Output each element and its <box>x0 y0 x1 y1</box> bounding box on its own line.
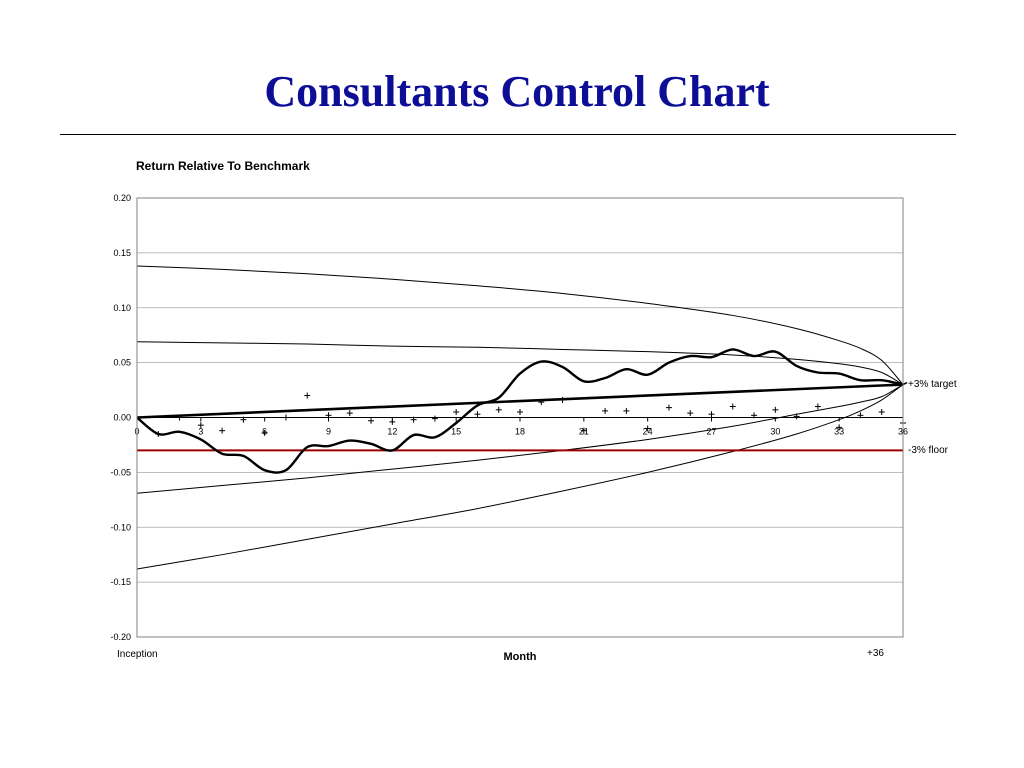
title-divider <box>60 134 956 135</box>
monthly-point <box>623 407 630 414</box>
monthly-point <box>517 409 523 416</box>
x-tick-label: 27 <box>706 427 716 437</box>
y-tick-label: 0.15 <box>113 248 131 258</box>
target-line <box>136 383 904 419</box>
reference-lines <box>136 381 908 452</box>
monthly-point <box>474 411 481 418</box>
monthly-point <box>538 399 545 406</box>
monthly-point <box>346 410 353 417</box>
monthly-point <box>368 417 375 424</box>
x-tick-label: 24 <box>643 427 653 437</box>
monthly-point <box>687 410 694 417</box>
monthly-point <box>836 424 843 431</box>
x-tick-label: 3 <box>198 427 203 437</box>
monthly-point <box>261 429 268 436</box>
x-tick-label: 12 <box>387 427 397 437</box>
monthly-point <box>814 403 821 410</box>
monthly-point <box>793 413 800 420</box>
monthly-point <box>304 392 311 399</box>
monthly-point <box>155 430 162 437</box>
x-axis-title: Month <box>504 651 537 663</box>
x-tick-label: 6 <box>262 427 267 437</box>
plot-area-frame <box>136 197 904 638</box>
x-tick-label: 33 <box>834 427 844 437</box>
monthly-point <box>453 409 460 416</box>
slide-title: Consultants Control Chart <box>264 67 770 116</box>
monthly-point <box>665 404 672 411</box>
cumulative-return-line <box>136 348 904 474</box>
monthly-point <box>878 409 885 416</box>
y-tick-label: -0.20 <box>110 632 131 642</box>
monthly-point <box>219 427 226 434</box>
band-outer-lower <box>136 384 904 570</box>
monthly-point <box>708 411 715 418</box>
target-label: +3% target <box>908 379 957 390</box>
monthly-point <box>772 406 779 413</box>
x-tick-label: 9 <box>326 427 331 437</box>
inception-label: Inception <box>117 649 158 660</box>
axes: 0.20 0.15 0.10 0.05 0.00 -0.05 -0.10 -0.15 -0.20… <box>110 193 908 642</box>
control-bands <box>136 265 904 570</box>
x-tick-label: 30 <box>770 427 780 437</box>
y-tick-label: 0.00 <box>113 413 131 423</box>
series-layer <box>136 348 904 474</box>
target-line-tail <box>902 381 908 386</box>
y-tick-label: 0.05 <box>113 358 131 368</box>
chart-title: Return Relative To Benchmark <box>136 159 310 173</box>
band-outer-upper <box>136 265 904 385</box>
y-tick-label: 0.20 <box>113 193 131 203</box>
monthly-point <box>431 415 438 422</box>
end-label: +36 <box>867 648 884 659</box>
monthly-point <box>580 427 587 434</box>
band-inner-lower <box>136 384 904 494</box>
floor-label: -3% floor <box>908 445 949 456</box>
x-tick-label: 18 <box>515 427 525 437</box>
band-inner-upper <box>136 341 904 386</box>
monthly-point <box>495 406 502 413</box>
y-tick-label: -0.05 <box>110 467 131 477</box>
monthly-point <box>602 407 609 414</box>
y-tick-label: -0.10 <box>110 522 131 532</box>
monthly-point <box>644 425 651 432</box>
x-tick-label: 21 <box>579 427 589 437</box>
y-tick-label: -0.15 <box>110 577 131 587</box>
monthly-point <box>197 422 204 429</box>
x-tick-label: 15 <box>451 427 461 437</box>
y-tick-label: 0.10 <box>113 303 131 313</box>
monthly-point <box>729 403 736 410</box>
monthly-point <box>559 396 566 403</box>
